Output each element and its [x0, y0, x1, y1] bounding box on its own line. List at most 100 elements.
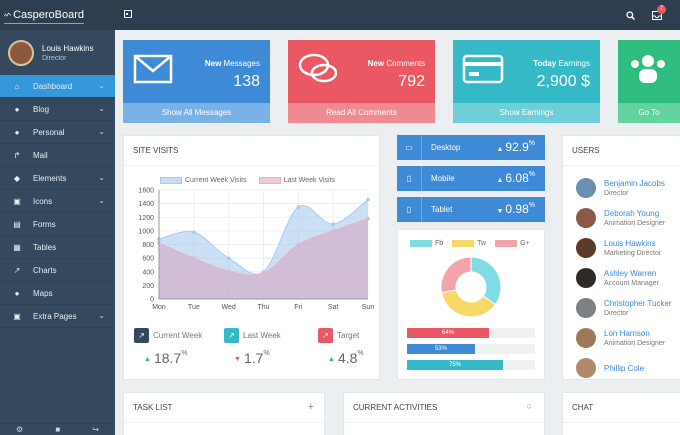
user-info: Deborah Young Animation Designer [604, 209, 665, 227]
x-tick-label: Thu [257, 304, 269, 311]
x-tick-label: Wed [222, 304, 236, 311]
user-list-item[interactable]: Christopher Tucker Director [576, 298, 672, 318]
user-role: Animation Designer [604, 340, 666, 347]
stat-footer-link[interactable]: Go To [618, 103, 680, 123]
progress-fill: 64% [407, 328, 489, 338]
settings-icon[interactable]: ⚙ [16, 425, 24, 434]
refresh-icon[interactable]: ○ [526, 401, 532, 411]
user-list-item[interactable]: Phillip Cole [576, 358, 644, 378]
user-list-item[interactable]: Louis Hawkins Marketing Director [576, 238, 661, 258]
current-activities-title: CURRENT ACTIVITIES [344, 393, 544, 423]
y-tick-label: 1400 [138, 201, 154, 208]
pie-legend-item: G+ [495, 240, 530, 247]
sidebar: Louis Hawkins Director ⌂ Dashboard ⌄ ● Blog ⌄… [0, 30, 115, 435]
sidebar-item-personal[interactable]: ● Personal ⌄ [0, 121, 115, 144]
data-point [331, 222, 335, 226]
device-value: ▲ 92.9% [496, 140, 535, 154]
stat-card-earnings[interactable]: Today Earnings 2,900 $ Show Earnings [453, 40, 600, 123]
diamond-icon: ◆ [13, 173, 21, 183]
user-info: Christopher Tucker Director [604, 299, 672, 317]
sidebar-item-forms[interactable]: ▤ Forms [0, 213, 115, 236]
sidebar-item-charts[interactable]: ↗ Charts [0, 259, 115, 282]
user-role: Director [604, 190, 629, 197]
user-name[interactable]: Benjamin Jacobs [604, 179, 665, 188]
logout-icon[interactable]: ↪ [92, 425, 99, 434]
sidebar-item-icons[interactable]: ▣ Icons ⌄ [0, 190, 115, 213]
stat-footer-link[interactable]: Read All Comments [288, 103, 435, 123]
user-list-item[interactable]: Ashley Warren Account Manager [576, 268, 659, 288]
avatar [576, 298, 596, 318]
user-name[interactable]: Phillip Cole [604, 363, 645, 373]
stat-card-messages[interactable]: New Messages 138 Show All Messages [123, 40, 270, 123]
sidebar-item-tables[interactable]: ▦ Tables [0, 236, 115, 259]
chevron-down-icon: ⌄ [98, 81, 105, 90]
profile-role: Director [42, 55, 67, 62]
kpi-label: Current Week [153, 331, 203, 340]
y-tick-label: 1600 [138, 188, 154, 195]
sidebar-item-dashboard[interactable]: ⌂ Dashboard ⌄ [0, 75, 115, 98]
comment-icon: ● [14, 104, 20, 114]
user-list-item[interactable]: Benjamin Jacobs Director [576, 178, 665, 198]
sidebar-item-label: Forms [33, 219, 56, 229]
sidebar-item-label: Elements [33, 173, 67, 183]
user-list-item[interactable]: Lon Harrison Animation Designer [576, 328, 665, 348]
stat-footer-link[interactable]: Show Earnings [453, 103, 600, 123]
site-visits-chart: 0 200 400 600 800 1000 1200 1400 1600 Mon Tue Wed Th… [138, 188, 375, 312]
stat-title: New Comments [367, 59, 425, 68]
search-icon[interactable] [626, 11, 635, 20]
chevron-down-icon: ⌄ [98, 127, 105, 136]
chevron-down-icon: ⌄ [98, 196, 105, 205]
site-visits-title: SITE VISITS [124, 136, 379, 166]
data-point [366, 197, 370, 202]
sidebar-item-blog[interactable]: ● Blog ⌄ [0, 98, 115, 121]
user-info: Phillip Cole [604, 364, 644, 373]
user-name[interactable]: Deborah Young [604, 209, 660, 218]
user-icon: ● [14, 127, 20, 137]
data-point [261, 271, 266, 275]
avatar [576, 328, 596, 348]
device-value: ▲ 6.08% [496, 171, 535, 185]
user-name[interactable]: Louis Hawkins [604, 239, 656, 248]
extra-pages-icon: ▣ [13, 311, 21, 321]
users-title: USERS [563, 136, 680, 166]
sidebar-item-maps[interactable]: ● Maps [0, 282, 115, 305]
envelope-icon [133, 54, 173, 84]
stat-footer-link[interactable]: Show All Messages [123, 103, 270, 123]
add-task-icon[interactable]: + [307, 401, 314, 413]
comments-icon [298, 53, 338, 83]
legend-item-last: Last Week Visits [258, 177, 335, 184]
user-list-item[interactable]: Deborah Young Animation Designer [576, 208, 665, 228]
top-bar: CasperoBoard 7 [0, 0, 680, 30]
trend-chart-icon: ↗ [134, 328, 149, 343]
data-point [331, 229, 335, 233]
logo-text: CasperoBoard [13, 8, 84, 21]
pie-slice-tw [440, 289, 496, 318]
sidebar-item-label: Personal [33, 127, 65, 137]
lock-icon[interactable]: ■ [55, 425, 61, 434]
stat-card-comments[interactable]: New Comments 792 Read All Comments [288, 40, 435, 123]
menu-toggle-icon[interactable] [124, 10, 132, 18]
profile[interactable]: Louis Hawkins Director [8, 40, 94, 66]
trend-chart-icon: ↗ [224, 328, 239, 343]
user-name[interactable]: Lon Harrison [604, 329, 650, 338]
x-tick-label: Tue [188, 304, 200, 311]
user-name[interactable]: Ashley Warren [604, 269, 657, 278]
chat-panel: CHAT [562, 392, 680, 435]
chevron-down-icon: ⌄ [98, 104, 105, 113]
x-tick-label: Sun [362, 304, 375, 311]
progress-bar: 53% [407, 344, 535, 354]
sidebar-item-mail[interactable]: ↱ Mail [0, 144, 115, 167]
stat-value: 138 [233, 73, 260, 90]
logo[interactable]: CasperoBoard [4, 6, 84, 24]
sidebar-item-elements[interactable]: ◆ Elements ⌄ [0, 167, 115, 190]
stat-card-users[interactable]: Go To [618, 40, 680, 123]
y-tick-label: 1000 [138, 228, 154, 235]
x-tick-label: Sat [328, 304, 339, 311]
sidebar-item-extra-pages[interactable]: ▣ Extra Pages ⌄ [0, 305, 115, 328]
chevron-down-icon: ⌄ [98, 311, 105, 320]
task-list-panel: TASK LIST + [123, 392, 325, 435]
user-name[interactable]: Christopher Tucker [604, 299, 672, 308]
stat-title: Today Earnings [533, 59, 590, 68]
sidebar-item-label: Mail [33, 150, 48, 160]
user-info: Louis Hawkins Marketing Director [604, 239, 661, 257]
